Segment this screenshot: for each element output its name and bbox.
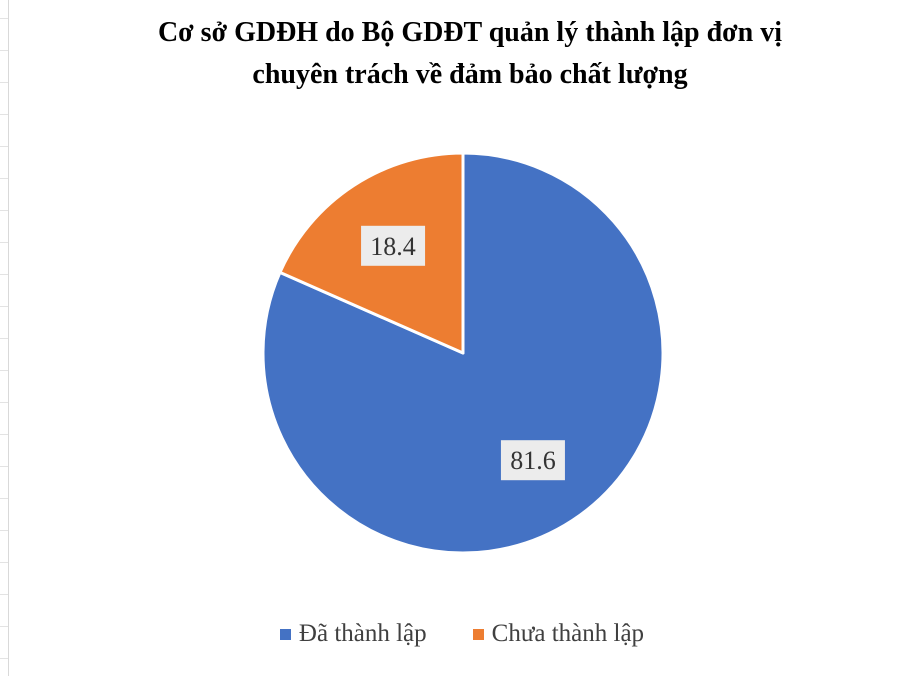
row-gridline	[0, 82, 8, 83]
row-gridline	[0, 562, 8, 563]
chart-title: Cơ sở GDĐH do Bộ GDĐT quản lý thành lập …	[40, 12, 900, 96]
spreadsheet-row-strip	[0, 0, 9, 676]
data-label-box	[500, 440, 565, 481]
row-gridline	[0, 658, 8, 659]
row-gridline	[0, 274, 8, 275]
legend-label-chua-thanh-lap: Chưa thành lập	[491, 620, 645, 647]
chart-title-line-1: Cơ sở GDĐH do Bộ GDĐT quản lý thành lập …	[157, 17, 783, 48]
row-gridline	[0, 306, 8, 307]
row-gridline	[0, 626, 8, 627]
row-gridline	[0, 498, 8, 499]
legend-item-da-thanh-lap: Đã thành lập	[279, 620, 427, 648]
chart-legend: Đã thành lập Chưa thành lập	[0, 620, 924, 648]
row-gridline	[0, 530, 8, 531]
data-label-text: 81.6	[510, 446, 556, 475]
row-gridline	[0, 338, 8, 339]
data-label-chua-thanh-lap: 18.4	[361, 225, 426, 266]
row-gridline	[0, 466, 8, 467]
row-gridline	[0, 370, 8, 371]
data-label-da-thanh-lap: 81.6	[500, 440, 565, 481]
chart-title-line-2: chuyên trách về đảm bảo chất lượng	[252, 59, 688, 90]
legend-swatch-da-thanh-lap	[279, 628, 291, 640]
legend-item-chua-thanh-lap: Chưa thành lập	[472, 620, 645, 648]
row-gridline	[0, 210, 8, 211]
row-gridline	[0, 146, 8, 147]
data-label-box	[361, 225, 426, 266]
row-gridline	[0, 402, 8, 403]
legend-label-da-thanh-lap: Đã thành lập	[298, 620, 427, 647]
row-gridline	[0, 594, 8, 595]
row-gridline	[0, 114, 8, 115]
row-gridline	[0, 18, 8, 19]
row-gridline	[0, 434, 8, 435]
row-gridline	[0, 242, 8, 243]
legend-swatch-chua-thanh-lap	[472, 628, 484, 640]
data-label-text: 18.4	[370, 232, 416, 261]
row-gridline	[0, 178, 8, 179]
row-gridline	[0, 50, 8, 51]
